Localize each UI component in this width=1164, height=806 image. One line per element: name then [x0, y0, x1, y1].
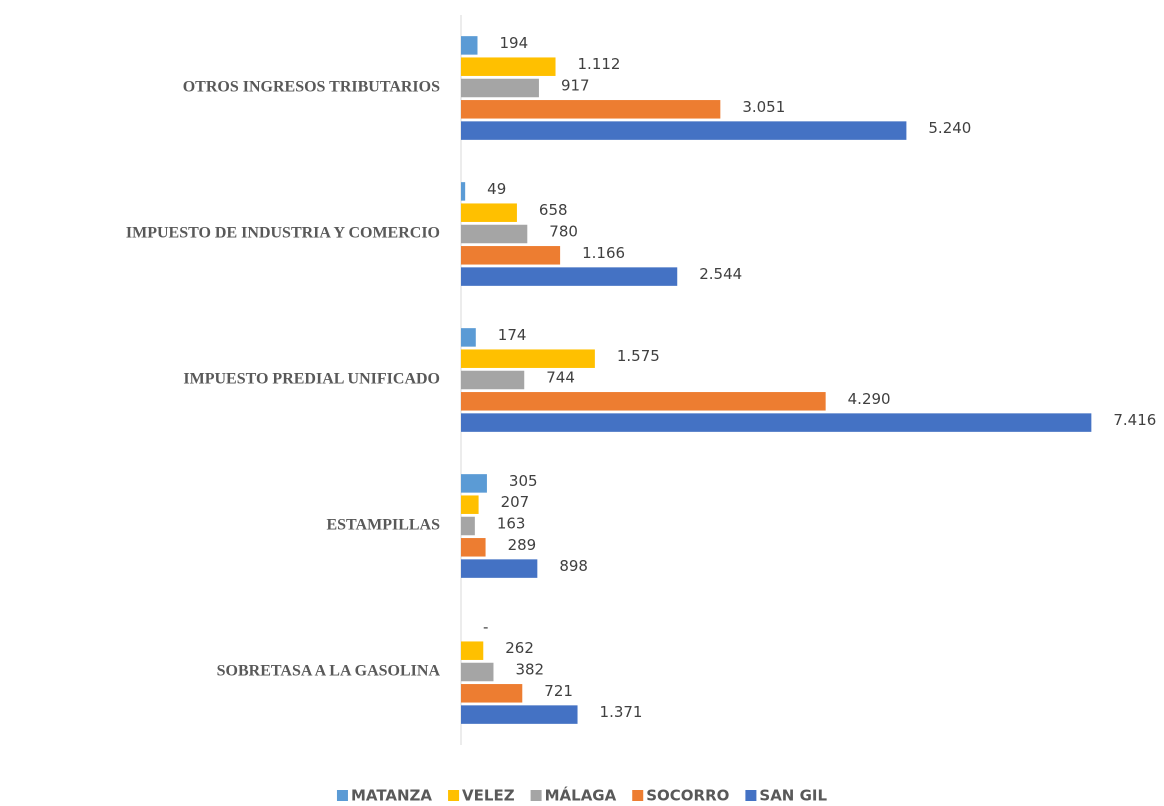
legend-swatch	[448, 790, 460, 801]
value-label: -	[483, 618, 488, 636]
value-label: 207	[501, 493, 530, 511]
category-label: ESTAMPILLAS	[326, 517, 440, 534]
value-label: 5.240	[928, 119, 971, 137]
category-label: IMPUESTO DE INDUSTRIA Y COMERCIO	[126, 225, 440, 242]
bar	[461, 224, 528, 244]
value-label: 1.112	[578, 55, 621, 73]
value-label: 1.371	[600, 703, 643, 721]
bar	[461, 328, 476, 347]
bar	[461, 246, 561, 265]
value-label: 194	[499, 34, 528, 52]
bar	[461, 641, 484, 660]
legend-label: MATANZA	[351, 787, 432, 805]
bar	[461, 538, 486, 557]
value-label: 382	[515, 661, 544, 679]
value-label: 7.416	[1113, 411, 1156, 429]
bar	[461, 78, 539, 98]
bar	[461, 413, 1092, 432]
bar	[461, 559, 538, 578]
category-label: OTROS INGRESOS TRIBUTARIOS	[183, 79, 440, 96]
value-label: 1.575	[617, 347, 660, 365]
bar	[461, 495, 479, 514]
value-label: 49	[487, 180, 506, 198]
value-label: 4.290	[848, 390, 891, 408]
value-label: 658	[539, 201, 568, 219]
bar	[461, 474, 487, 493]
value-label: 780	[549, 223, 578, 241]
bar	[461, 182, 466, 201]
value-label: 1.166	[582, 244, 625, 262]
bar	[461, 121, 907, 140]
category-label: IMPUESTO PREDIAL UNIFICADO	[183, 371, 440, 388]
value-label: 289	[508, 536, 537, 554]
legend-label: SAN GIL	[759, 787, 827, 805]
value-label: 898	[559, 557, 588, 575]
value-label: 721	[544, 682, 573, 700]
legend-swatch	[530, 790, 542, 801]
legend-swatch	[745, 790, 757, 801]
legend-swatch	[336, 790, 348, 801]
value-label: 174	[498, 326, 527, 344]
bar	[461, 392, 826, 411]
bar	[461, 705, 578, 724]
value-label: 3.051	[742, 98, 785, 116]
value-label: 262	[505, 639, 534, 657]
legend-label: MÁLAGA	[545, 786, 617, 805]
bar	[461, 349, 595, 368]
legend-label: SOCORRO	[646, 787, 729, 805]
bar	[461, 57, 556, 76]
bar	[461, 100, 721, 119]
bar	[461, 516, 475, 536]
bar	[461, 684, 523, 703]
legend-swatch	[632, 790, 644, 801]
category-label: SOBRETASA A LA GASOLINA	[217, 663, 441, 680]
value-label: 917	[561, 77, 590, 95]
value-label: 2.544	[699, 265, 742, 283]
value-label: 163	[497, 515, 526, 533]
bar	[461, 36, 478, 55]
bar	[461, 370, 525, 390]
legend-label: VELEZ	[462, 787, 515, 805]
bar	[461, 203, 517, 222]
bar	[461, 662, 494, 682]
value-label: 744	[546, 369, 575, 387]
bar	[461, 267, 678, 286]
value-label: 305	[509, 472, 538, 490]
